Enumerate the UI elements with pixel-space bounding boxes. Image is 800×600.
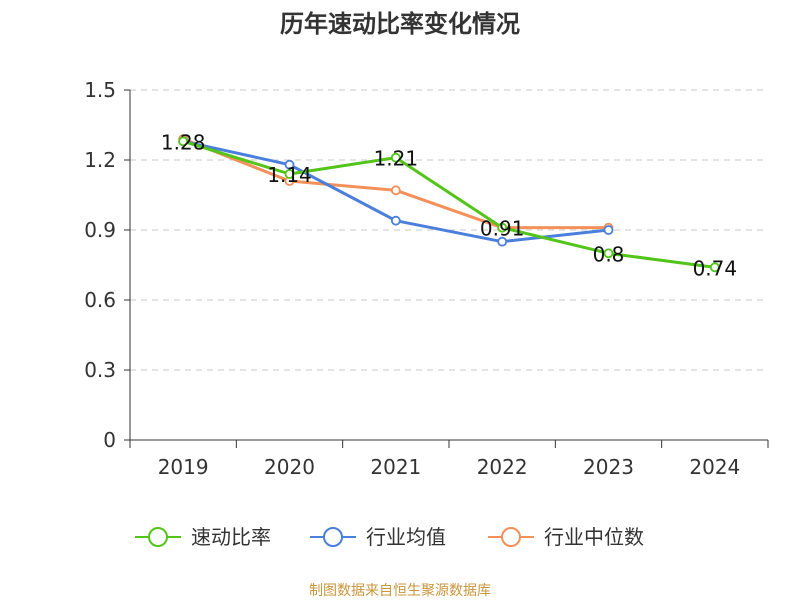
x-tick-label: 2019	[158, 455, 209, 479]
legend-label: 行业均值	[366, 525, 446, 549]
data-point	[284, 169, 295, 179]
legend-item-2[interactable]: 行业中位数	[488, 525, 644, 549]
data-label: 1.14	[267, 163, 312, 187]
legend[interactable]: 速动比率 行业均值 行业中位数	[135, 525, 644, 549]
legend-marker	[501, 527, 521, 547]
chart-title: 历年速动比率变化情况	[280, 10, 520, 38]
legend-marker	[148, 527, 168, 547]
data-label: 0.8	[593, 242, 625, 266]
y-tick-label: 0.3	[84, 358, 116, 382]
data-point	[497, 222, 508, 233]
axes	[129, 90, 768, 441]
data-point	[603, 248, 614, 259]
x-axis-ticks: 2019 2020 2021 2022 2023 2024	[129, 440, 769, 479]
series-line-0	[182, 139, 716, 269]
data-point	[390, 152, 401, 163]
x-tick-label: 2021	[370, 455, 421, 479]
source-note: 制图数据来自恒生聚源数据库	[309, 583, 491, 599]
legend-marker	[323, 527, 343, 547]
y-tick-label: 0.6	[84, 288, 116, 312]
y-tick-label: 0	[103, 428, 116, 452]
legend-item-0[interactable]: 速动比率	[135, 525, 271, 549]
x-tick-label: 2020	[264, 455, 315, 479]
data-point	[390, 185, 401, 196]
data-label: 0.91	[480, 217, 525, 241]
y-tick-label: 0.9	[84, 218, 116, 242]
x-tick-label: 2024	[689, 455, 740, 479]
x-tick-label: 2022	[477, 455, 528, 479]
legend-label: 速动比率	[191, 525, 271, 549]
legend-item-1[interactable]: 行业均值	[310, 525, 446, 549]
data-point	[390, 215, 401, 226]
data-point	[284, 159, 295, 170]
data-point	[709, 262, 720, 273]
legend-label: 行业中位数	[544, 525, 644, 549]
data-point	[497, 236, 508, 247]
y-tick-label: 1.2	[84, 148, 116, 172]
y-tick-label: 1.5	[84, 78, 116, 102]
data-labels: 1.28 1.14 1.21 0.91 0.8 0.74	[161, 130, 737, 280]
data-point	[178, 136, 189, 147]
series-lines	[182, 137, 716, 269]
data-label: 0.74	[693, 256, 738, 280]
y-axis-ticks: 0 0.3 0.6 0.9 1.2 1.5	[84, 78, 130, 452]
x-tick-label: 2023	[583, 455, 634, 479]
series-points	[178, 134, 720, 273]
data-point	[603, 225, 614, 235]
data-label: 1.28	[161, 130, 206, 154]
data-label: 1.21	[374, 147, 419, 171]
